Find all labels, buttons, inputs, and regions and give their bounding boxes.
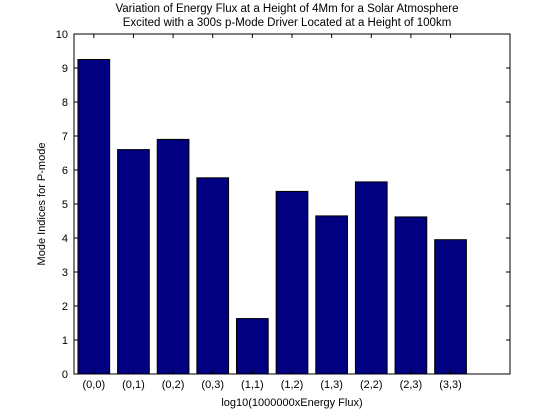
y-axis-ticks: 0 1 2 3 4 5 6 7 8 9 10 xyxy=(56,29,510,381)
x-tick-label-2: (0,1) xyxy=(122,379,145,391)
y-tick-label-8: 8 xyxy=(62,97,68,109)
chart-title-line-2: Excited with a 300s p-Mode Driver Locate… xyxy=(123,17,452,29)
bar-02 xyxy=(156,138,190,375)
x-axis-label: log10(1000000xEnergy Flux) xyxy=(221,397,362,409)
x-tick-label-5: (1,1) xyxy=(241,379,264,391)
y-tick-label-6: 6 xyxy=(62,165,68,177)
y-tick-label-2: 2 xyxy=(62,301,68,313)
bar-33 xyxy=(434,239,467,375)
x-axis-ticks: (0,0) (0,1) (0,2) (0,3) (1,1) (1,2) (1,3) (2,2)… xyxy=(83,34,462,391)
x-tick-label-1: (0,0) xyxy=(83,379,106,391)
x-tick-label-7: (1,3) xyxy=(320,379,343,391)
x-tick-label-6: (1,2) xyxy=(281,379,304,391)
y-tick-label-7: 7 xyxy=(62,131,68,143)
x-tick-label-8: (2,2) xyxy=(360,379,383,391)
bar-03 xyxy=(196,177,230,375)
y-axis-label: Mode Indices for P-mode xyxy=(36,143,48,266)
bar-23 xyxy=(394,216,428,375)
bar-01 xyxy=(117,149,150,375)
bar-11 xyxy=(236,318,269,375)
x-tick-label-4: (0,3) xyxy=(201,379,224,391)
y-tick-label-10: 10 xyxy=(56,29,68,41)
y-tick-label-3: 3 xyxy=(62,267,68,279)
chart-title-line-1: Variation of Energy Flux at a Height of … xyxy=(115,3,458,15)
y-tick-label-5: 5 xyxy=(62,199,68,211)
bar-22 xyxy=(354,181,388,375)
x-tick-label-10: (3,3) xyxy=(439,379,462,391)
y-tick-label-0: 0 xyxy=(62,369,68,381)
x-tick-label-3: (0,2) xyxy=(162,379,185,391)
bar-00 xyxy=(77,59,111,375)
plot-area-frame xyxy=(73,33,511,375)
y-tick-label-1: 1 xyxy=(62,335,68,347)
bar-13 xyxy=(315,215,348,375)
bar-12 xyxy=(275,190,309,375)
bar-series xyxy=(77,59,467,375)
y-tick-label-4: 4 xyxy=(62,233,68,245)
y-tick-label-9: 9 xyxy=(62,63,68,75)
x-tick-label-9: (2,3) xyxy=(400,379,423,391)
